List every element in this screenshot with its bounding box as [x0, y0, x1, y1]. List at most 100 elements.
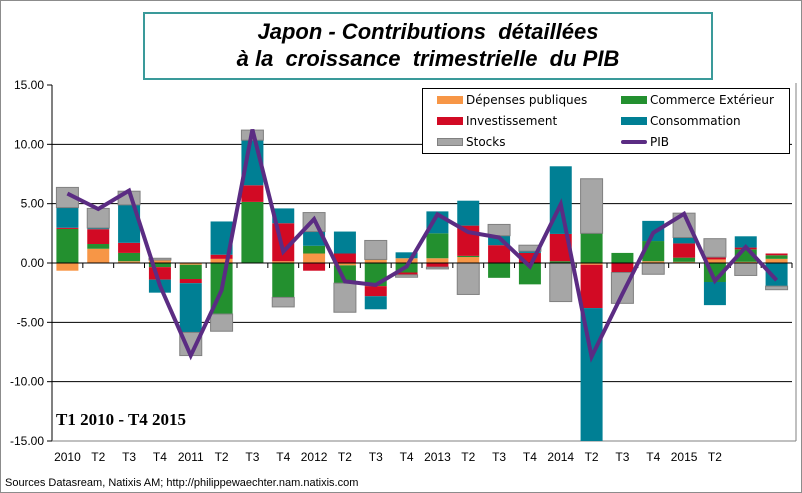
x-tick-label: T4: [523, 450, 537, 464]
legend-swatch: [437, 138, 463, 146]
bar-commerce-extérieur: [673, 257, 696, 262]
bar-commerce-extérieur: [241, 201, 264, 263]
bar-stocks: [765, 285, 789, 291]
bar-investissement: [580, 264, 603, 309]
x-tick-label: T4: [276, 450, 290, 464]
bar-consommation: [179, 283, 202, 333]
legend-item-investissement: Investissement: [437, 113, 557, 129]
bar-dépenses-publiques: [364, 259, 387, 263]
bar-dépenses-publiques: [642, 261, 665, 263]
bar-investissement: [333, 253, 356, 263]
source-note: Sources Datasream, Natixis AM; http://ph…: [5, 477, 359, 489]
x-tick-label: T3: [369, 450, 383, 464]
bar-commerce-extérieur: [549, 261, 572, 263]
bar-stocks: [148, 257, 172, 261]
bar-dépenses-publiques: [703, 259, 726, 263]
bar-consommation: [518, 251, 541, 253]
bar-investissement: [426, 263, 449, 268]
legend-swatch: [437, 96, 463, 104]
bar-stocks: [425, 266, 449, 270]
bar-stocks: [333, 282, 357, 313]
bar-stocks: [641, 262, 665, 275]
x-tick-label: 2013: [424, 450, 451, 464]
y-tick-label: 10.00: [14, 137, 44, 151]
bar-investissement: [118, 242, 141, 253]
bar-commerce-extérieur: [457, 255, 480, 258]
y-tick-label: -10.00: [10, 375, 44, 389]
bar-stocks: [86, 207, 110, 229]
bar-consommation: [210, 221, 233, 255]
bar-stocks: [703, 238, 727, 258]
bar-investissement: [303, 263, 326, 271]
bar-dépenses-publiques: [148, 260, 171, 263]
bar-investissement: [395, 272, 418, 275]
legend-item-commerce: Commerce Extérieur: [621, 92, 774, 108]
x-tick-label: T2: [338, 450, 352, 464]
bar-commerce-extérieur: [179, 264, 202, 280]
title-line-1: Japon - Contributions détaillées: [257, 19, 599, 44]
x-tick-label: 2014: [547, 450, 574, 464]
y-tick-label: -15.00: [10, 434, 44, 448]
bar-investissement: [148, 267, 171, 280]
bar-investissement: [673, 243, 696, 258]
bar-consommation: [87, 227, 110, 230]
bar-dépenses-publiques: [333, 263, 356, 266]
bar-commerce-extérieur: [272, 263, 295, 298]
bar-investissement: [241, 185, 264, 202]
x-tick-label: T4: [646, 450, 660, 464]
y-tick-label: 15.00: [14, 78, 44, 92]
legend-label: Consommation: [650, 114, 741, 128]
legend-swatch: [621, 117, 647, 125]
bar-investissement: [56, 227, 79, 229]
bar-investissement: [703, 257, 726, 260]
bar-dépenses-publiques: [580, 263, 603, 265]
bar-consommation: [457, 200, 480, 226]
legend: Dépenses publiques Commerce Extérieur In…: [422, 88, 790, 154]
bar-stocks: [734, 262, 758, 276]
bar-dépenses-publiques: [765, 258, 788, 263]
bar-commerce-extérieur: [765, 255, 788, 259]
bar-investissement: [87, 229, 110, 245]
legend-label: PIB: [650, 135, 670, 149]
y-tick-label: -5.00: [17, 315, 45, 329]
bar-consommation: [395, 252, 418, 259]
x-tick-label: T3: [122, 450, 136, 464]
bar-investissement: [364, 286, 387, 297]
bar-commerce-extérieur: [580, 233, 603, 263]
bar-dépenses-publiques: [303, 253, 326, 263]
bar-investissement: [210, 254, 233, 259]
bar-dépenses-publiques: [210, 258, 233, 263]
x-tick-label: 2011: [178, 450, 204, 464]
bar-dépenses-publiques: [179, 263, 202, 265]
bar-commerce-extérieur: [611, 252, 634, 263]
legend-swatch: [437, 117, 463, 125]
bar-dépenses-publiques: [457, 257, 480, 263]
bar-dépenses-publiques: [118, 261, 141, 263]
y-tick-label: 0.00: [21, 256, 45, 270]
bar-stocks: [395, 274, 419, 278]
x-tick-label: T3: [492, 450, 506, 464]
bar-consommation: [673, 237, 696, 244]
bar-consommation: [734, 236, 757, 248]
legend-line: [621, 140, 647, 144]
legend-label: Stocks: [466, 135, 506, 149]
bar-commerce-extérieur: [56, 228, 79, 263]
legend-label: Dépenses publiques: [466, 93, 588, 107]
x-tick-label: T3: [245, 450, 259, 464]
x-tick-label: T2: [585, 450, 599, 464]
bar-consommation: [118, 204, 141, 243]
x-tick-label: T3: [615, 450, 629, 464]
x-tick-label: T4: [400, 450, 414, 464]
bar-commerce-extérieur: [303, 245, 326, 254]
x-tick-label: T2: [215, 450, 229, 464]
bar-dépenses-publiques: [395, 258, 418, 263]
legend-label: Investissement: [466, 114, 558, 128]
bar-dépenses-publiques: [87, 248, 110, 263]
x-tick-label: T4: [153, 450, 167, 464]
bar-stocks: [456, 262, 480, 295]
bar-consommation: [333, 231, 356, 254]
title-line-2: à la croissance trimestrielle du PIB: [236, 46, 620, 71]
legend-label: Commerce Extérieur: [650, 93, 774, 107]
bar-dépenses-publiques: [56, 263, 79, 271]
